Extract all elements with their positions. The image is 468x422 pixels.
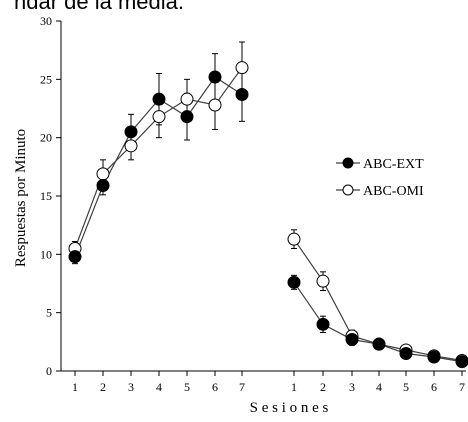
legend-marker-abc-omi [342,184,354,196]
x-tick-label: 2 [100,380,106,394]
data-point-abc-ext [208,70,222,84]
data-point-abc-ext [427,350,441,364]
x-tick-label: 1 [291,380,297,394]
data-point-abc-ext [124,125,138,139]
y-axis-label: Respuestas por Minuto [13,129,29,267]
x-tick-label: 1 [72,380,78,394]
y-tick-label: 0 [46,364,52,378]
data-point-abc-ext [235,88,249,101]
data-point-abc-ext [455,355,468,369]
data-point-abc-ext [345,333,359,346]
data-points [68,61,468,369]
series-lines [74,67,463,363]
y-tick-label: 25 [40,72,52,86]
x-tick-label: 2 [320,380,326,394]
error-bars [72,41,465,365]
x-tick-label: 4 [156,380,162,394]
data-point-abc-ext [287,275,301,289]
legend: ABC-EXT ABC-OMI [336,157,424,199]
y-tick-label: 10 [40,247,52,261]
x-tick-label: 6 [212,380,218,394]
data-point-abc-omi [124,139,138,153]
data-point-abc-ext [180,110,194,124]
data-point-abc-omi [287,232,301,246]
data-point-abc-omi [152,110,166,124]
data-point-abc-ext [68,250,82,264]
x-tick-label: 5 [403,380,409,394]
y-tick-label: 15 [40,189,52,203]
data-point-abc-ext [372,337,386,351]
x-tick-label: 7 [459,380,465,394]
data-point-abc-ext [316,317,330,331]
data-point-abc-omi [208,98,222,112]
x-tick-label: 3 [349,380,355,394]
data-point-abc-ext [96,179,110,192]
legend-label: ABC-OMI [363,184,424,199]
y-tick-label: 20 [40,131,52,145]
y-tick-label: 5 [46,306,52,320]
caption-fragment: ndar de la media. [14,0,184,14]
x-tick-label: 3 [128,380,134,394]
y-tick-label: 30 [40,14,52,28]
data-point-abc-ext [152,92,166,106]
data-point-abc-ext [399,347,413,360]
data-point-abc-omi [180,92,194,106]
x-tick-label: 4 [376,380,382,394]
x-tick-label: 7 [239,380,245,394]
data-point-abc-omi [235,61,249,75]
data-point-abc-omi [316,274,330,288]
x-tick-label: 6 [431,380,437,394]
data-point-abc-omi [96,167,110,181]
axes: 0 5 10 15 20 25 30 1 2 3 4 5 6 7 1 2 3 4 5 6 7 [40,14,466,394]
legend-marker-abc-ext [342,157,354,169]
legend-label: ABC-EXT [363,157,424,172]
x-tick-label: 5 [184,380,190,394]
x-axis-label: S e s i o n e s [250,400,329,416]
